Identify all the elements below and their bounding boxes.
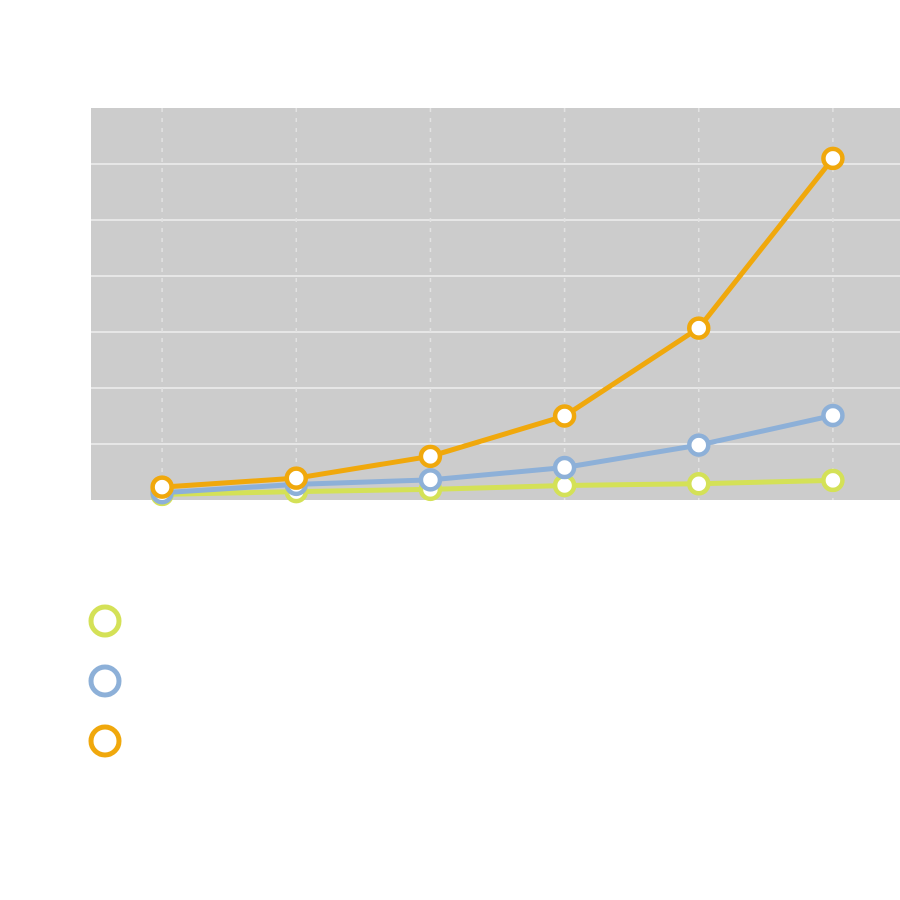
data-point [687,433,711,457]
legend-marker-2 [88,664,122,698]
horizontal-gridlines [91,163,900,445]
data-point [284,466,309,490]
data-point [687,472,711,496]
series-line [159,477,836,497]
data-point [821,146,845,171]
series-layer [150,146,845,507]
data-point [552,455,577,480]
data-point [418,468,443,492]
data-point [150,475,174,499]
data-point [687,316,711,340]
series-line [159,155,836,490]
data-point [552,404,577,428]
data-point [821,403,845,428]
series-3 [150,146,845,499]
series-line [159,412,836,496]
legend [88,604,122,758]
plot-background [91,108,900,500]
data-point [418,444,443,469]
data-point [821,468,845,493]
legend-marker-1 [88,604,122,638]
legend-marker-3 [88,724,122,758]
